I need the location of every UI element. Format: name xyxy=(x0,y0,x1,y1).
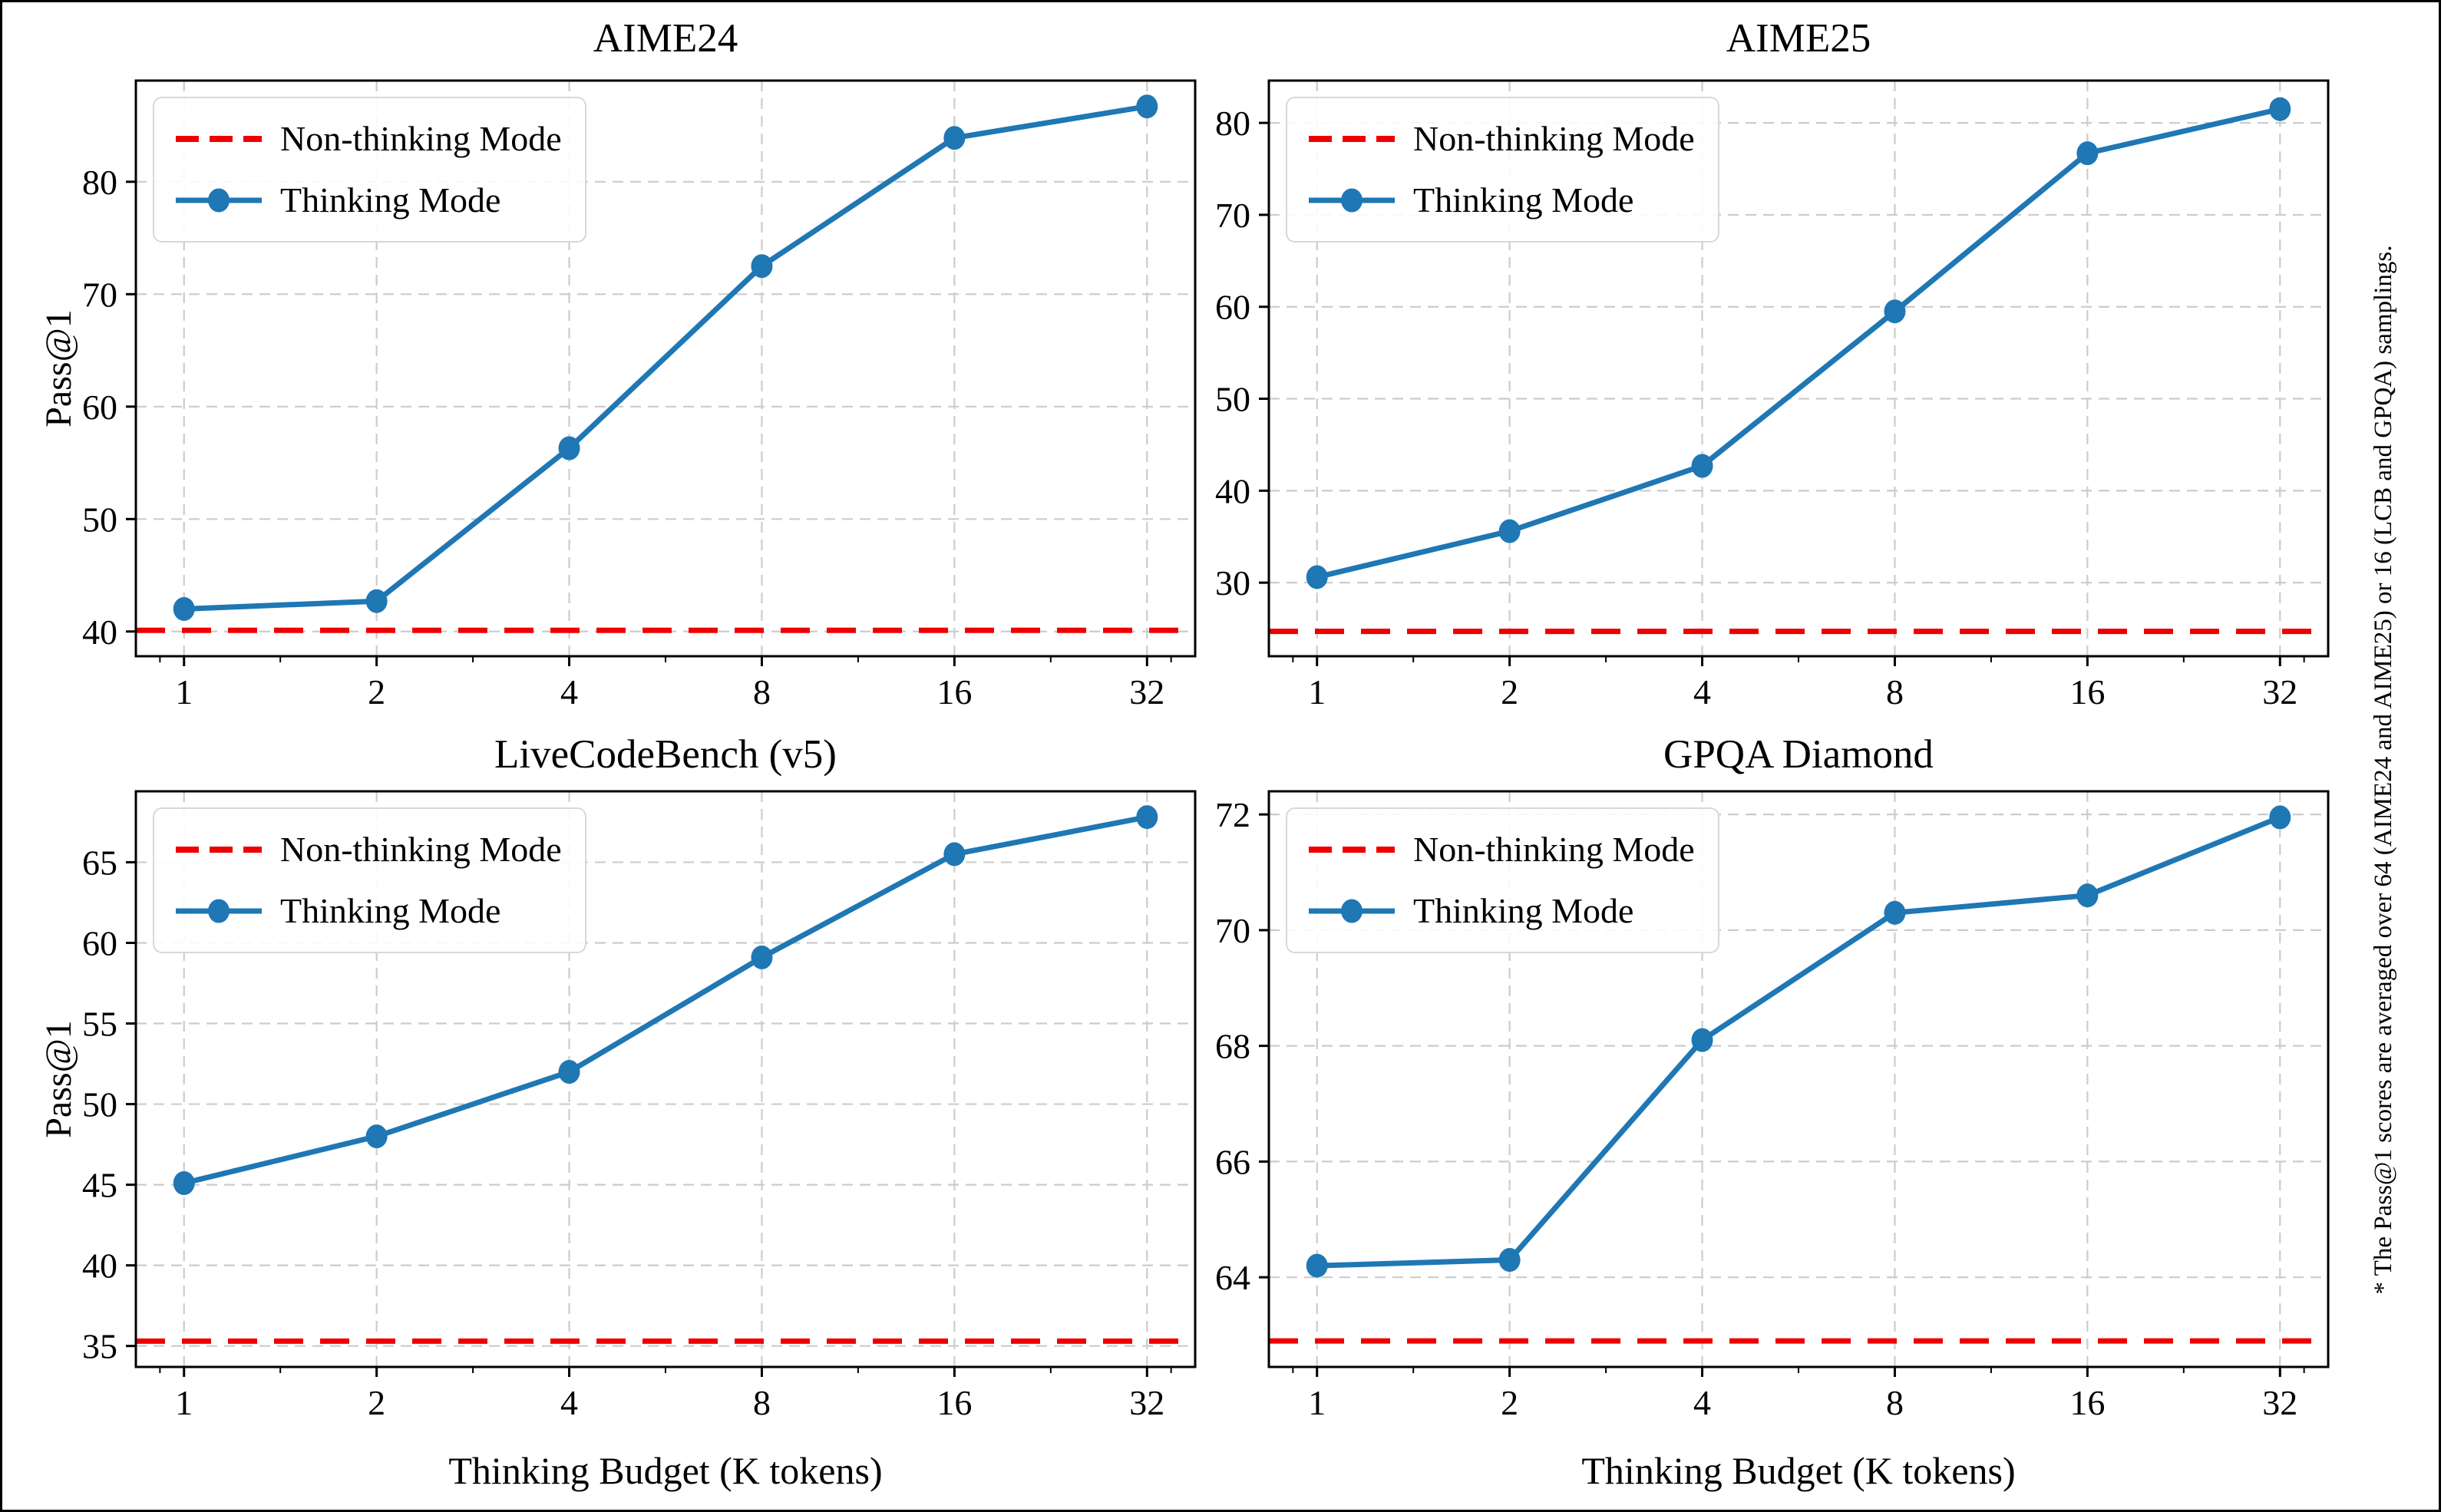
svg-text:40: 40 xyxy=(82,1246,117,1286)
legend-row-thinking: Thinking Mode xyxy=(174,180,562,221)
legend-gpqa: Non-thinking Mode Thinking Mode xyxy=(1286,807,1719,953)
legend-row-nonthinking: Non-thinking Mode xyxy=(174,829,562,870)
svg-text:60: 60 xyxy=(1215,288,1250,327)
svg-text:68: 68 xyxy=(1215,1027,1250,1066)
svg-text:70: 70 xyxy=(1215,911,1250,950)
svg-text:40: 40 xyxy=(82,612,117,652)
svg-text:32: 32 xyxy=(2262,672,2297,711)
legend-livecodebench: Non-thinking Mode Thinking Mode xyxy=(153,807,586,953)
legend-blue-line-icon xyxy=(176,899,262,923)
svg-text:66: 66 xyxy=(1215,1142,1250,1181)
x-axis-label-left: Thinking Budget (K tokens) xyxy=(448,1449,883,1492)
svg-text:50: 50 xyxy=(1215,380,1250,419)
legend-label-nonthinking: Non-thinking Mode xyxy=(280,830,562,869)
y-axis-label-bottom: Pass@1 xyxy=(38,1020,79,1138)
chart-title-aime24: AIME24 xyxy=(593,16,738,61)
legend-label-nonthinking: Non-thinking Mode xyxy=(1413,830,1695,869)
svg-text:64: 64 xyxy=(1215,1258,1250,1297)
figure-footnote: * The Pass@1 scores are averaged over 64… xyxy=(2370,245,2397,1295)
svg-text:32: 32 xyxy=(2262,1383,2297,1422)
legend-red-dash-icon xyxy=(1309,847,1395,853)
chart-title-livecodebench: LiveCodeBench (v5) xyxy=(494,732,837,777)
svg-text:1: 1 xyxy=(175,672,193,711)
svg-text:45: 45 xyxy=(82,1166,117,1205)
svg-text:32: 32 xyxy=(1129,1383,1164,1422)
legend-row-thinking: Thinking Mode xyxy=(174,890,562,932)
svg-text:55: 55 xyxy=(82,1005,117,1044)
svg-text:16: 16 xyxy=(936,1383,972,1422)
chart-title-gpqa: GPQA Diamond xyxy=(1663,732,1934,777)
legend-label-nonthinking: Non-thinking Mode xyxy=(1413,119,1695,158)
svg-text:50: 50 xyxy=(82,500,117,539)
legend-red-dash-icon xyxy=(176,847,262,853)
legend-label-thinking: Thinking Mode xyxy=(280,180,501,220)
legend-label-thinking: Thinking Mode xyxy=(1413,180,1634,220)
svg-text:1: 1 xyxy=(175,1383,193,1422)
svg-text:4: 4 xyxy=(1693,672,1711,711)
x-axis-label-right: Thinking Budget (K tokens) xyxy=(1581,1449,2016,1492)
svg-text:16: 16 xyxy=(936,672,972,711)
svg-text:65: 65 xyxy=(82,843,117,882)
svg-text:8: 8 xyxy=(1886,672,1904,711)
svg-text:2: 2 xyxy=(1501,672,1518,711)
legend-row-thinking: Thinking Mode xyxy=(1307,890,1695,932)
plot-area-livecodebench: 1 2 4 8 16 32 35 40 45 50 55 60 65 xyxy=(82,790,1197,1422)
legend-label-thinking: Thinking Mode xyxy=(1413,891,1634,930)
svg-text:8: 8 xyxy=(753,672,771,711)
svg-text:16: 16 xyxy=(2069,672,2105,711)
svg-text:1: 1 xyxy=(1308,672,1326,711)
legend-aime25: Non-thinking Mode Thinking Mode xyxy=(1286,97,1719,243)
svg-text:80: 80 xyxy=(1215,104,1250,143)
svg-text:2: 2 xyxy=(368,672,385,711)
legend-row-nonthinking: Non-thinking Mode xyxy=(1307,829,1695,870)
legend-red-dash-icon xyxy=(1309,136,1395,142)
svg-text:40: 40 xyxy=(1215,471,1250,510)
svg-text:8: 8 xyxy=(753,1383,771,1422)
svg-text:70: 70 xyxy=(82,275,117,314)
svg-text:72: 72 xyxy=(1215,795,1250,834)
svg-text:4: 4 xyxy=(560,672,578,711)
legend-label-nonthinking: Non-thinking Mode xyxy=(280,119,562,158)
svg-text:80: 80 xyxy=(82,163,117,202)
svg-text:1: 1 xyxy=(1308,1383,1326,1422)
svg-text:60: 60 xyxy=(82,923,117,962)
svg-text:4: 4 xyxy=(560,1383,578,1422)
svg-text:8: 8 xyxy=(1886,1383,1904,1422)
legend-blue-line-icon xyxy=(176,188,262,213)
plot-area-aime25: 1 2 4 8 16 32 30 40 50 60 70 80 xyxy=(1215,79,2330,711)
svg-text:16: 16 xyxy=(2069,1383,2105,1422)
y-axis-label-top: Pass@1 xyxy=(38,309,79,428)
svg-text:32: 32 xyxy=(1129,672,1164,711)
svg-text:30: 30 xyxy=(1215,563,1250,602)
svg-text:35: 35 xyxy=(82,1327,117,1366)
chart-title-aime25: AIME25 xyxy=(1726,16,1871,61)
svg-text:4: 4 xyxy=(1693,1383,1711,1422)
legend-blue-line-icon xyxy=(1309,188,1395,213)
legend-label-thinking: Thinking Mode xyxy=(280,891,501,930)
svg-text:2: 2 xyxy=(1501,1383,1518,1422)
legend-row-nonthinking: Non-thinking Mode xyxy=(1307,118,1695,160)
legend-blue-line-icon xyxy=(1309,899,1395,923)
svg-text:2: 2 xyxy=(368,1383,385,1422)
svg-text:60: 60 xyxy=(82,388,117,427)
legend-aime24: Non-thinking Mode Thinking Mode xyxy=(153,97,586,243)
legend-row-thinking: Thinking Mode xyxy=(1307,180,1695,221)
legend-red-dash-icon xyxy=(176,136,262,142)
svg-text:50: 50 xyxy=(82,1085,117,1124)
legend-row-nonthinking: Non-thinking Mode xyxy=(174,118,562,160)
svg-text:70: 70 xyxy=(1215,196,1250,235)
